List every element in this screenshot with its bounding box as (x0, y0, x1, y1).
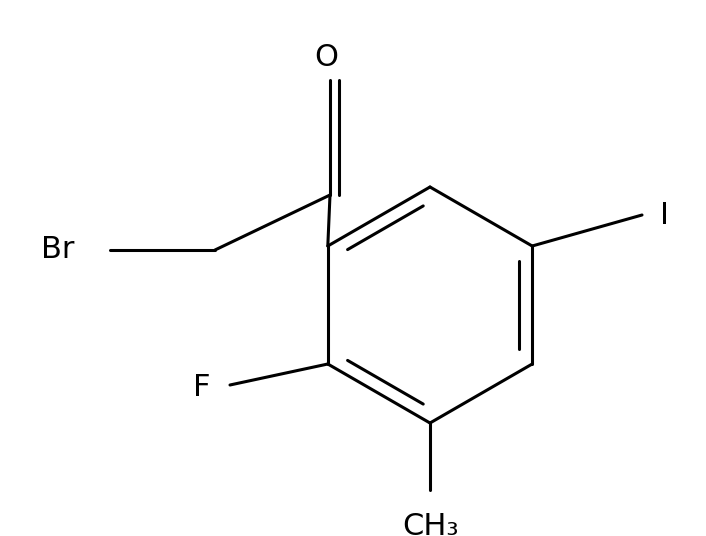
Text: I: I (660, 200, 669, 229)
Text: O: O (314, 43, 338, 72)
Text: F: F (193, 373, 210, 401)
Text: Br: Br (42, 235, 75, 264)
Text: CH₃: CH₃ (402, 512, 458, 536)
